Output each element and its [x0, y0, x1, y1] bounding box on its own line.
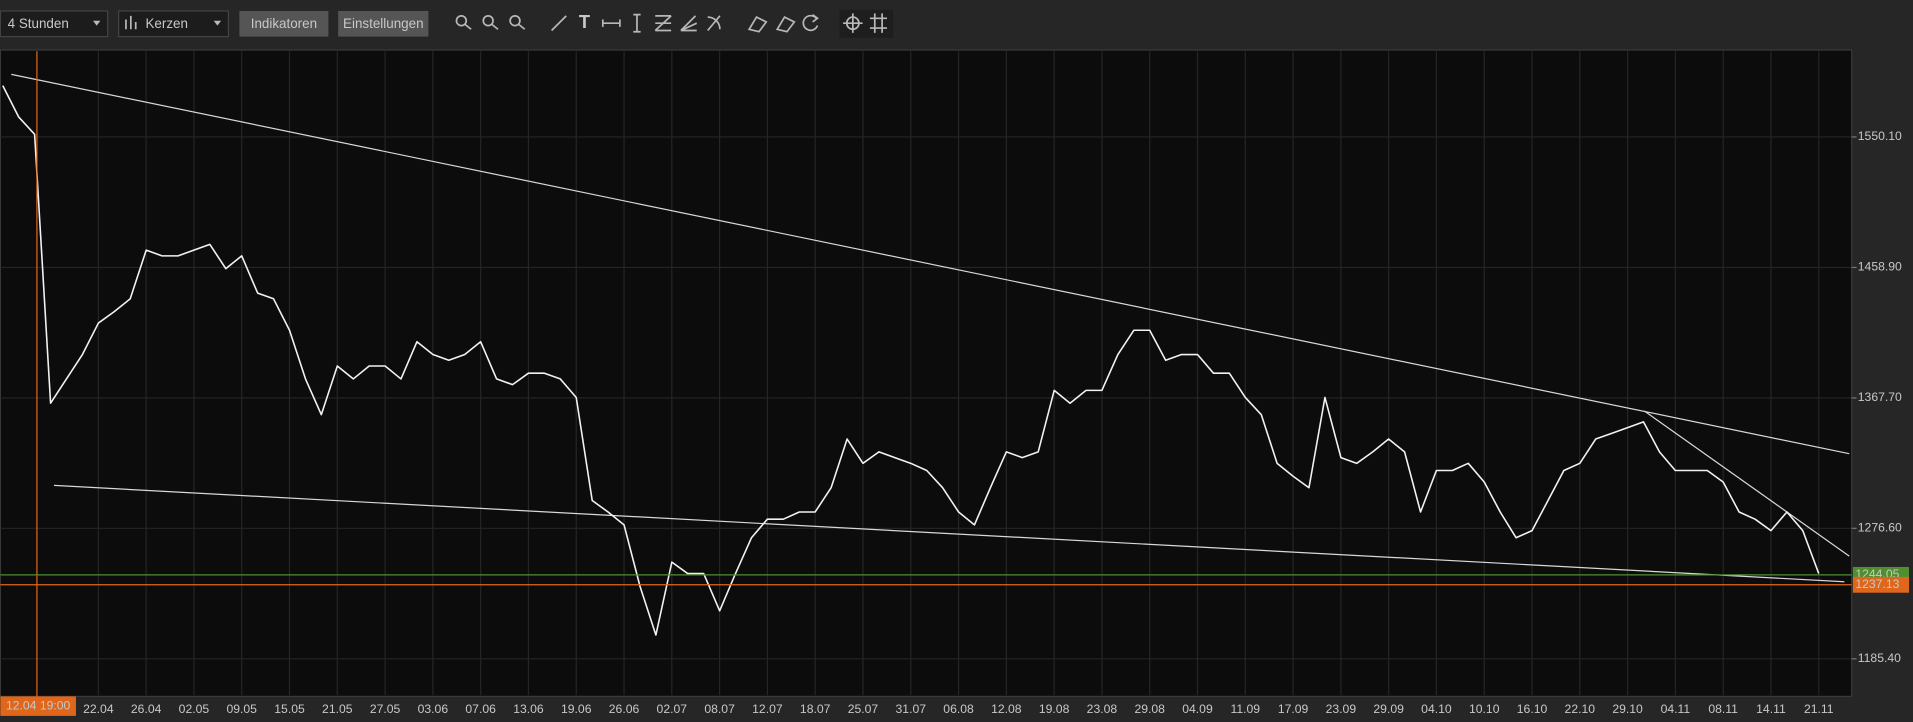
x-tick-label: 23.09 [1326, 702, 1357, 716]
x-tick-label: 12.07 [752, 702, 783, 716]
settings-button[interactable] [338, 10, 429, 37]
x-tick-label: 23.08 [1087, 702, 1118, 716]
grid [0, 51, 1852, 696]
x-tick-label: 09.05 [226, 702, 257, 716]
x-tick-label: 10.10 [1469, 702, 1500, 716]
x-tick-label: 29.09 [1373, 702, 1404, 716]
trend-line [11, 73, 1850, 455]
x-tick-label: 03.06 [418, 702, 449, 716]
x-tick-label: 25.07 [848, 702, 879, 716]
chart-style-select[interactable] [118, 10, 230, 38]
price-line [2, 85, 1820, 636]
y-tick-label: 1458.90 [1858, 260, 1902, 274]
x-tick-label: 06.08 [943, 702, 974, 716]
crosshair-label: 12.04 19:00 [6, 698, 71, 712]
x-tick-label: 19.08 [1039, 702, 1070, 716]
x-tick-label: 07.06 [465, 702, 496, 716]
x-tick-label: 08.11 [1708, 702, 1738, 716]
candles-icon [125, 15, 137, 30]
x-tick-label: 22.10 [1565, 702, 1596, 716]
settings-text: Einstellungen [343, 16, 423, 31]
toolbar: 4 Stunden Kerzen Indikatoren Einstellung… [0, 9, 894, 38]
x-tick-label: 22.04 [83, 702, 114, 716]
chart-style-text: Kerzen [145, 16, 187, 31]
trend-line [1643, 410, 1850, 557]
dropdown-arrow [93, 20, 101, 26]
x-tick-label: 02.05 [179, 702, 210, 716]
indicators-button[interactable] [239, 10, 329, 37]
zoom-tools[interactable] [455, 15, 526, 30]
x-tick-label: 26.04 [131, 702, 162, 716]
price-level-label: 1237.13 [1855, 577, 1899, 591]
crosshair-label-box [0, 696, 76, 716]
x-tick-label: 04.11 [1661, 702, 1691, 716]
y-tick-label: 1550.10 [1858, 129, 1902, 143]
dropdown-arrow [213, 20, 222, 26]
x-tick-label: 18.07 [800, 702, 831, 716]
price-level-box [1852, 576, 1910, 593]
x-tick-label: 29.08 [1134, 702, 1165, 716]
series [2, 85, 1820, 636]
drawing-tools[interactable]: T [550, 11, 721, 33]
x-tick-label: 27.05 [370, 702, 401, 716]
x-tick-label: 11.09 [1230, 702, 1260, 716]
x-tick-label: 13.06 [513, 702, 544, 716]
x-tick-label: 21.11 [1804, 702, 1834, 716]
x-tick-label: 29.10 [1612, 702, 1643, 716]
x-tick-label: 19.06 [561, 702, 592, 716]
edit-tools[interactable] [747, 13, 819, 33]
x-tick-label: 31.07 [896, 702, 927, 716]
x-tick-label: 02.07 [657, 702, 688, 716]
x-tick-label: 12.08 [991, 702, 1022, 716]
y-tick-label: 1367.70 [1858, 390, 1902, 404]
x-tick-label: 21.05 [322, 702, 353, 716]
plot-area [0, 49, 1853, 697]
x-tick-label: 14.11 [1756, 702, 1786, 716]
x-tick-label: 04.10 [1421, 702, 1452, 716]
x-tick-label: 15.05 [274, 702, 305, 716]
indicators-text: Indikatoren [251, 16, 317, 31]
y-tick-label: 1185.40 [1858, 651, 1901, 665]
x-tick-label: 26.06 [609, 702, 640, 716]
x-tick-label: 08.07 [704, 702, 735, 716]
x-tick-label: 04.09 [1182, 702, 1213, 716]
y-tick-label: 1276.60 [1858, 521, 1902, 535]
timeframe-select[interactable] [0, 10, 109, 38]
trend-line [53, 484, 1845, 583]
x-tick-label: 16.10 [1517, 702, 1548, 716]
timeframe-text: 4 Stunden [8, 16, 69, 31]
svg-text:T: T [579, 11, 590, 32]
x-tick-label: 17.09 [1278, 702, 1309, 716]
